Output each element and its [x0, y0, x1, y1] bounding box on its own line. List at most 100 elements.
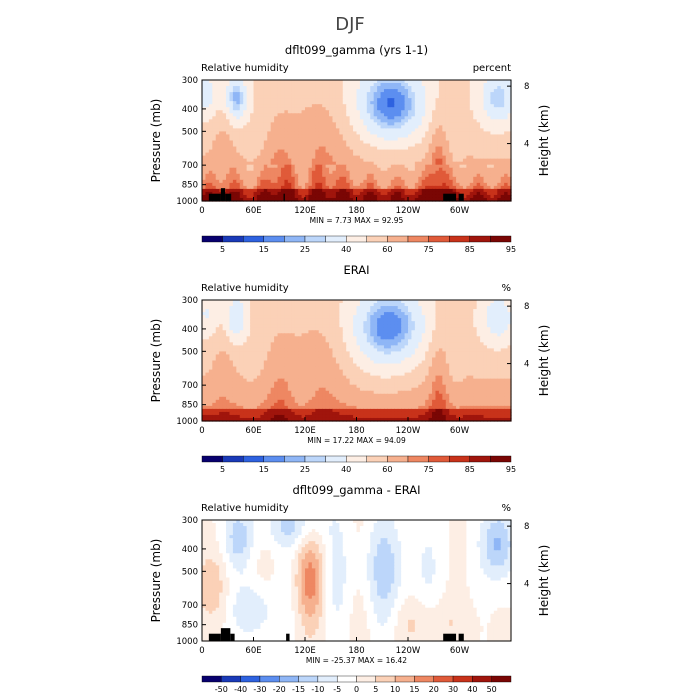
heatmap-cell [390, 173, 395, 178]
heatmap-cell [256, 137, 261, 142]
heatmap-cell [253, 146, 258, 151]
heatmap-cell [421, 143, 426, 148]
heatmap-cell [353, 312, 358, 316]
heatmap-cell [425, 137, 430, 142]
heatmap-cell [263, 176, 268, 181]
heatmap-cell [202, 146, 207, 151]
heatmap-cell [473, 125, 478, 129]
heatmap-cell [335, 327, 340, 331]
heatmap-cell [346, 158, 351, 163]
heatmap-cell [346, 161, 351, 166]
heatmap-cell [339, 191, 344, 196]
heatmap-cell [308, 300, 313, 304]
heatmap-cell [373, 110, 378, 114]
heatmap-cell [325, 312, 330, 316]
heatmap-cell [311, 89, 316, 93]
heatmap-cell [301, 194, 306, 199]
heatmap-cell [246, 146, 251, 151]
heatmap-cell [315, 143, 320, 148]
heatmap-cell [215, 176, 220, 181]
heatmap-cell [284, 128, 289, 133]
heatmap-cell [401, 158, 406, 163]
heatmap-cell [504, 161, 509, 166]
heatmap-cell [411, 167, 416, 172]
heatmap-cell [387, 176, 392, 181]
heatmap-cell [212, 128, 217, 133]
heatmap-cell [490, 173, 495, 178]
heatmap-cell [356, 152, 361, 157]
heatmap-cell [253, 318, 258, 322]
heatmap-cell [263, 315, 268, 319]
heatmap-cell [346, 342, 351, 346]
heatmap-cell [236, 339, 241, 343]
heatmap-cell [414, 134, 419, 139]
heatmap-cell [298, 179, 303, 184]
heatmap-cell [294, 161, 299, 166]
heatmap-cell [243, 134, 248, 139]
heatmap-cell [380, 339, 385, 343]
heatmap-cell [483, 143, 488, 148]
heatmap-cell [325, 104, 330, 108]
heatmap-cell [346, 131, 351, 136]
heatmap-cell [504, 152, 509, 157]
heatmap-cell [246, 173, 251, 178]
heatmap-cell [500, 161, 505, 166]
heatmap-cell [322, 155, 327, 160]
heatmap-cell [260, 315, 265, 319]
heatmap-cell [383, 152, 388, 157]
heatmap-cell [219, 324, 224, 328]
heatmap-cell [349, 122, 354, 126]
heatmap-cell [226, 95, 231, 99]
heatmap-cell [226, 140, 231, 145]
heatmap-cell [452, 122, 457, 126]
heatmap-cell [226, 98, 231, 102]
heatmap-cell [363, 128, 368, 133]
heatmap-cell [366, 339, 371, 343]
heatmap-cell [411, 312, 416, 316]
heatmap-cell [449, 143, 454, 148]
heatmap-cell [459, 113, 464, 117]
heatmap-cell [404, 327, 409, 331]
heatmap-cell [277, 312, 282, 316]
heatmap-cell [462, 134, 467, 139]
heatmap-cell [380, 134, 385, 139]
heatmap-cell [425, 194, 430, 199]
heatmap-cell [401, 131, 406, 136]
heatmap-cell [346, 327, 351, 331]
heatmap-cell [380, 104, 385, 108]
heatmap-cell [366, 188, 371, 193]
heatmap-cell [294, 122, 299, 126]
heatmap-cell [315, 137, 320, 142]
heatmap-cell [263, 327, 268, 331]
heatmap-cell [349, 146, 354, 151]
heatmap-cell [462, 86, 467, 90]
heatmap-cell [287, 104, 292, 108]
heatmap-cell [425, 149, 430, 154]
heatmap-cell [222, 306, 227, 310]
heatmap-cell [239, 327, 244, 331]
heatmap-cell [500, 164, 505, 169]
heatmap-cell [298, 122, 303, 126]
heatmap-cell [353, 134, 358, 139]
heatmap-cell [325, 167, 330, 172]
heatmap-cell [339, 155, 344, 160]
heatmap-cell [339, 137, 344, 142]
heatmap-cell [202, 89, 207, 93]
heatmap-cell [301, 122, 306, 126]
heatmap-cell [349, 330, 354, 334]
heatmap-cell [493, 312, 498, 316]
heatmap-cell [301, 327, 306, 331]
heatmap-cell [322, 134, 327, 139]
heatmap-cell [380, 312, 385, 316]
heatmap-cell [452, 315, 457, 319]
heatmap-cell [456, 194, 461, 199]
heatmap-cell [425, 342, 430, 346]
heatmap-cell [329, 339, 334, 343]
heatmap-cell [246, 83, 251, 87]
heatmap-cell [243, 104, 248, 108]
heatmap-cell [291, 176, 296, 181]
heatmap-cell [243, 161, 248, 166]
heatmap-cell [370, 86, 375, 90]
heatmap-cell [490, 134, 495, 139]
units-label: % [501, 283, 511, 294]
